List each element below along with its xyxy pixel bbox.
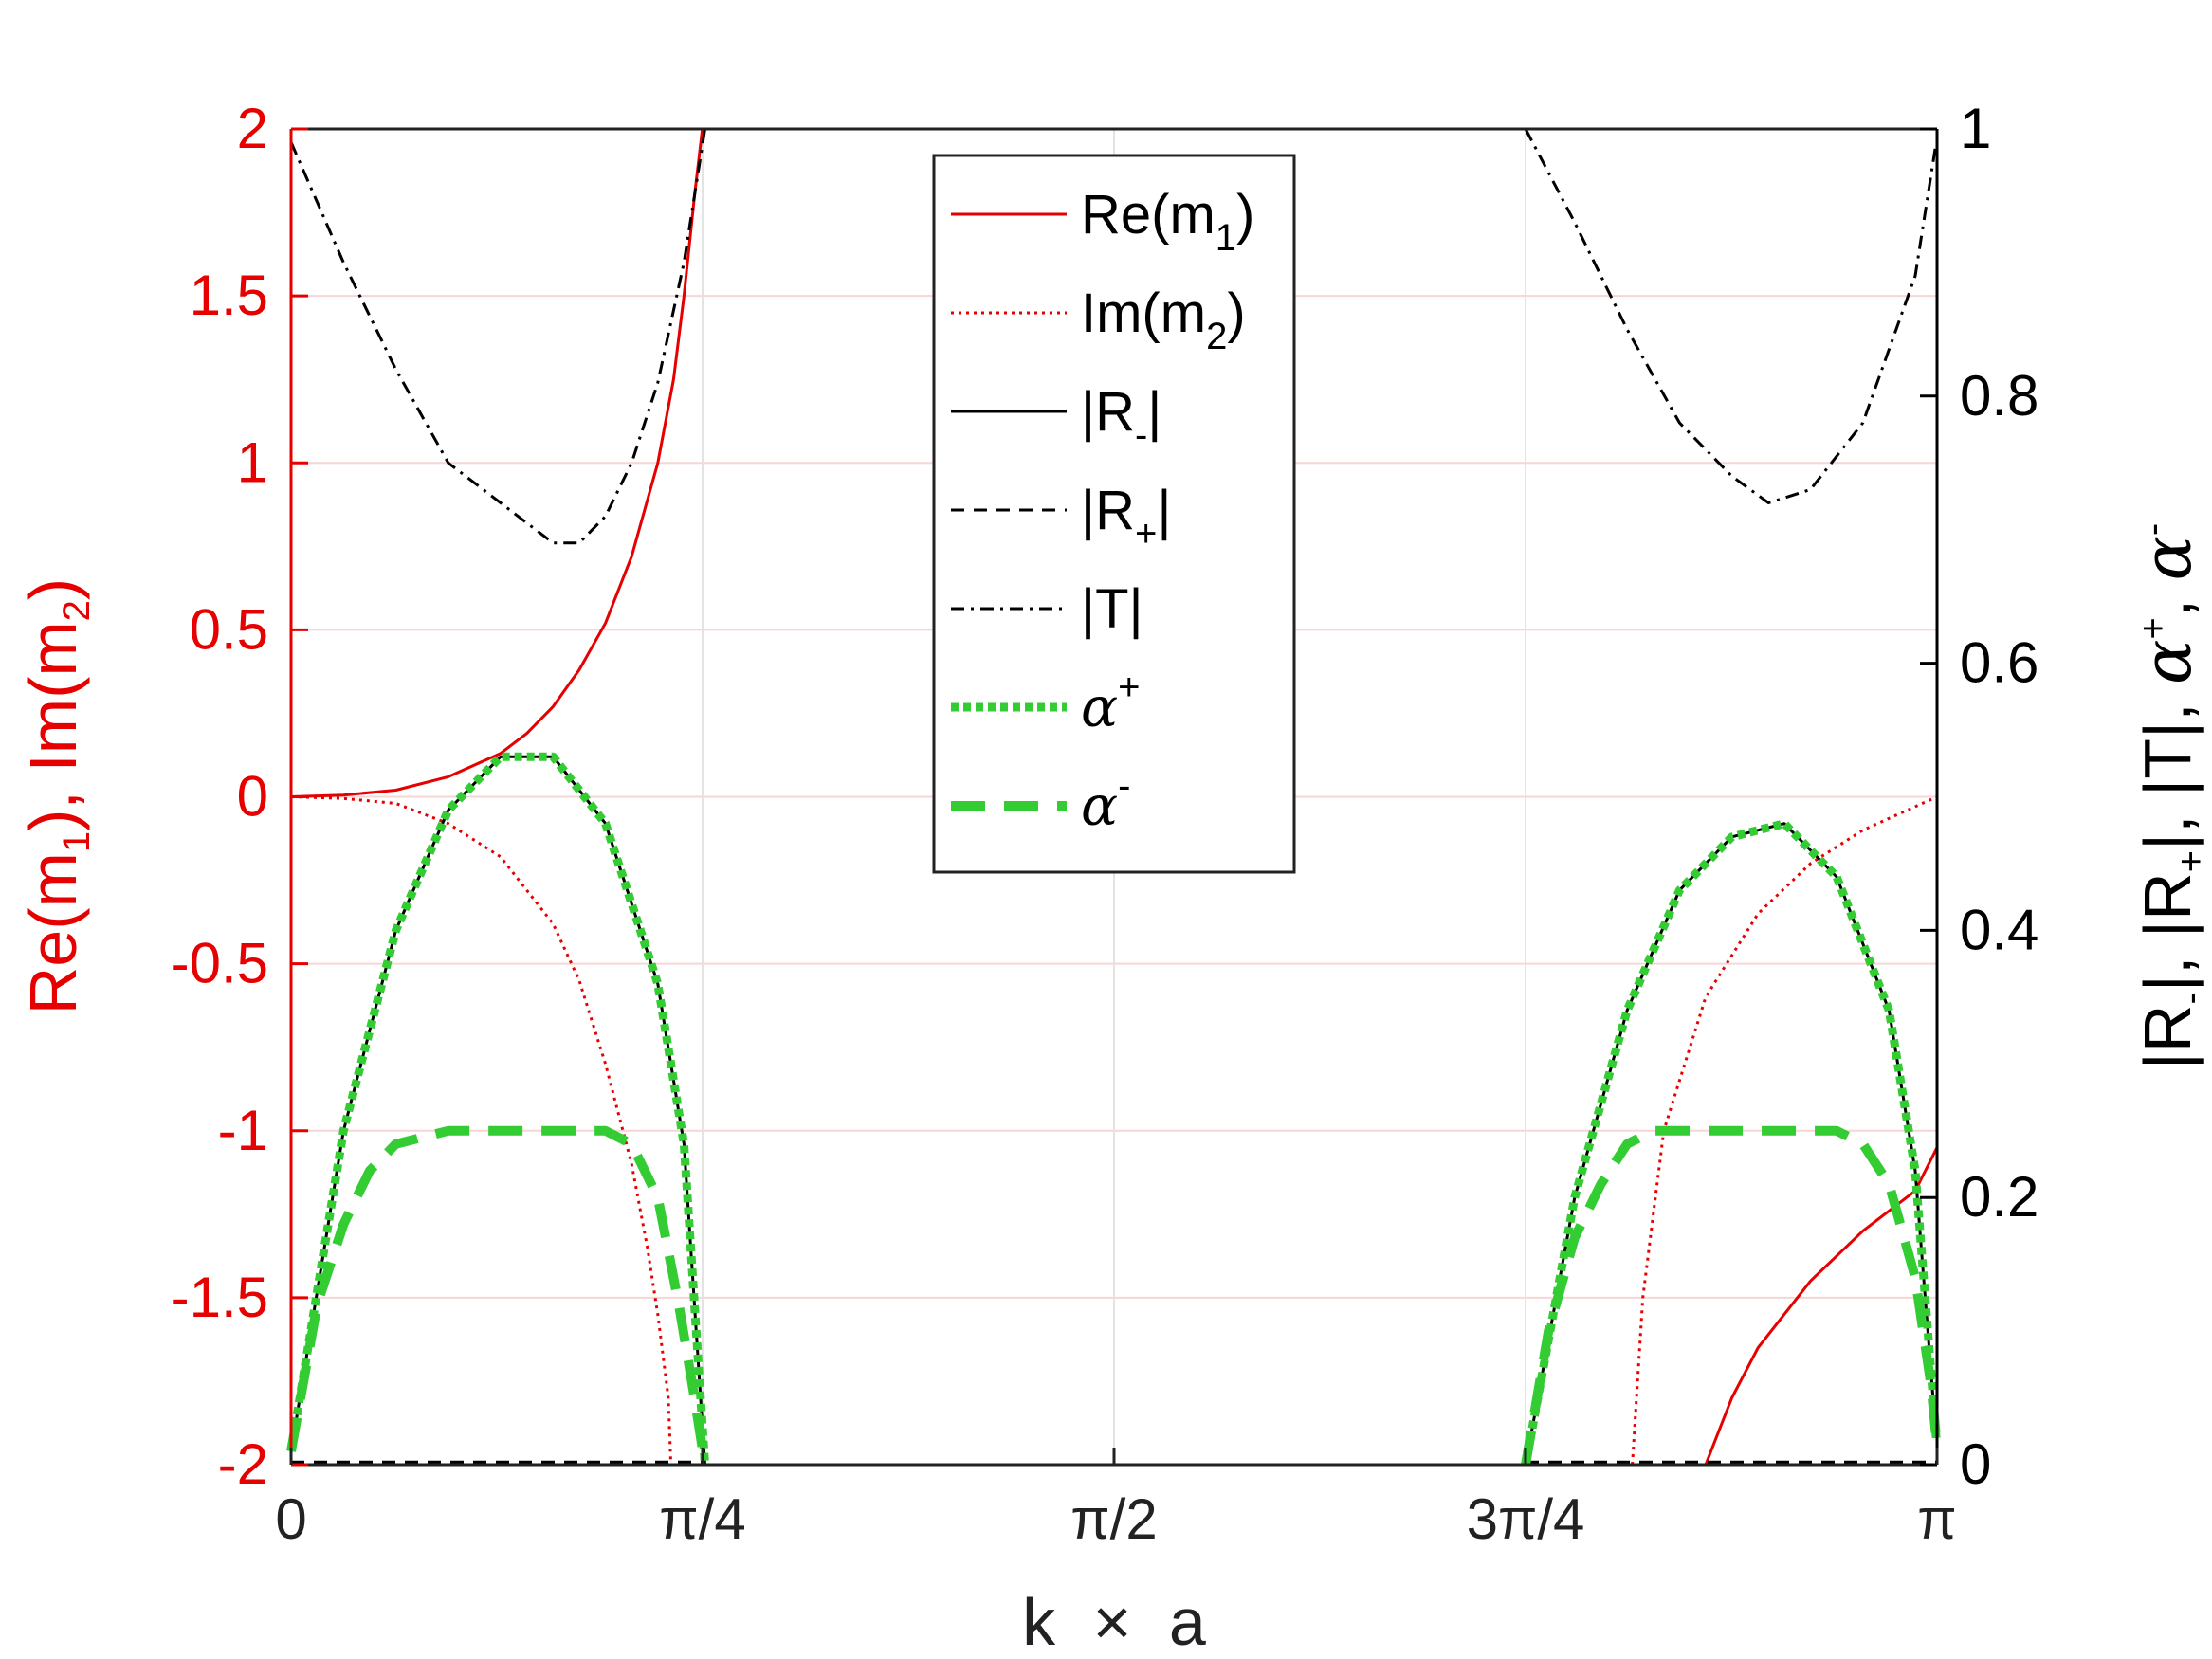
left-axis-title: Re(m1), Im(m2) [16, 578, 98, 1015]
legend-label-sup: + [1118, 666, 1140, 708]
right-title-a-sub: - [2170, 992, 2212, 1004]
legend-label-r_minus: |R-| [1081, 381, 1161, 456]
legend-label-alpha_minus: α- [1081, 765, 1131, 838]
right-tick-label-2: 0.4 [1960, 898, 2038, 961]
legend-label-main: |R [1081, 480, 1135, 541]
legend-label-tail: | [1147, 381, 1161, 443]
series-layer [286, 128, 1942, 1466]
legend-label-t: |T| [1081, 578, 1143, 640]
left-title-a: Re(m [16, 852, 90, 1014]
legend-label-re_m1: Re(m1) [1081, 184, 1254, 259]
x-axis-title-op: × [1093, 1585, 1132, 1659]
left-title-b: ), Im(m [16, 621, 90, 831]
right-tick-label-0: 0 [1960, 1432, 1991, 1496]
legend-label-sub: - [1135, 414, 1147, 456]
left-tick-label-5: 0.5 [190, 597, 268, 661]
legend-label-alpha_plus: α+ [1081, 666, 1141, 739]
x-tick-label-2: π/2 [1070, 1487, 1157, 1551]
series-re_m1-seg-0 [290, 128, 704, 798]
legend-label-main: |R [1081, 381, 1135, 443]
left-tick-label-3: -0.5 [171, 932, 268, 995]
x-tick-label-1: π/4 [659, 1487, 745, 1551]
right-title-alpha2-sup: - [2132, 523, 2174, 536]
right-tick-label-4: 0.8 [1960, 364, 2038, 428]
left-tick-label-0: -2 [218, 1432, 268, 1496]
legend-label-tail: | [1157, 480, 1171, 541]
left-tick-label-7: 1.5 [190, 264, 268, 327]
series-t-seg-0 [289, 128, 706, 545]
x-axis-title: k × a [1022, 1585, 1206, 1659]
legend-label-sub: 1 [1216, 217, 1236, 259]
right-tick-label-3: 0.6 [1960, 631, 2038, 695]
x-tick-label-0: 0 [275, 1487, 306, 1551]
left-tick-label-6: 1 [237, 430, 268, 494]
legend-label-im_m2: Im(m2) [1081, 283, 1246, 357]
legend-label-tail: ) [1227, 283, 1245, 344]
legend-label-r_plus: |R+| [1081, 480, 1171, 555]
series-re_m1-seg-1 [1704, 1146, 1939, 1466]
x-axis-title-k: k [1022, 1585, 1056, 1659]
left-tick-label-1: -1.5 [171, 1266, 268, 1329]
left-title-b-sub: 2 [56, 600, 98, 621]
right-title-alpha1: α [2129, 640, 2206, 684]
right-tick-label-5: 1 [1960, 97, 1991, 160]
series-im_m2-seg-0 [290, 795, 673, 1466]
series-alpha_plus-seg-1 [1521, 819, 1941, 1466]
left-tick-label-4: 0 [237, 765, 268, 829]
right-title-b: |, |R [2130, 872, 2204, 992]
right-title-c: |, |T|, [2130, 684, 2204, 850]
legend-label-main: α [1081, 774, 1118, 838]
right-title-d: , [2130, 580, 2204, 617]
left-title-a-sub: 1 [56, 831, 98, 852]
legend-box [932, 154, 1296, 874]
x-axis-title-a: a [1169, 1585, 1206, 1659]
right-title-alpha2: α [2129, 536, 2206, 580]
series-im_m2-seg-1 [1631, 795, 1938, 1466]
legend-label-main: Re(m [1081, 184, 1216, 246]
right-axis-title: |R-|, |R+|, |T|, α+, α- [2129, 523, 2212, 1070]
legend-label-main: |T| [1081, 578, 1143, 640]
right-title-a: |R [2130, 1005, 2204, 1070]
series-alpha_plus-seg-0 [286, 752, 709, 1466]
x-tick-label-4: π [1917, 1487, 1956, 1551]
legend-label-sub: + [1135, 513, 1157, 555]
series-alpha_minus-seg-1 [1521, 1125, 1942, 1466]
series-t-seg-1 [1524, 128, 1938, 504]
series-alpha_minus-seg-0 [286, 1125, 710, 1466]
x-tick-label-3: 3π/4 [1467, 1487, 1585, 1551]
legend: Re(m1)Im(m2)|R-||R+||T|α+α- [932, 154, 1296, 874]
right-title-b-sub: + [2170, 850, 2212, 872]
left-title-c: ) [16, 578, 90, 600]
right-tick-label-1: 0.2 [1960, 1165, 2038, 1229]
left-tick-label-2: -1 [218, 1099, 268, 1162]
legend-label-main: α [1081, 675, 1118, 739]
legend-label-sub: 2 [1206, 316, 1227, 357]
legend-label-tail: ) [1236, 184, 1254, 246]
legend-label-sup: - [1118, 765, 1130, 807]
legend-label-main: Im(m [1081, 283, 1206, 344]
left-tick-label-8: 2 [237, 97, 268, 160]
right-title-alpha1-sup: + [2132, 617, 2174, 639]
